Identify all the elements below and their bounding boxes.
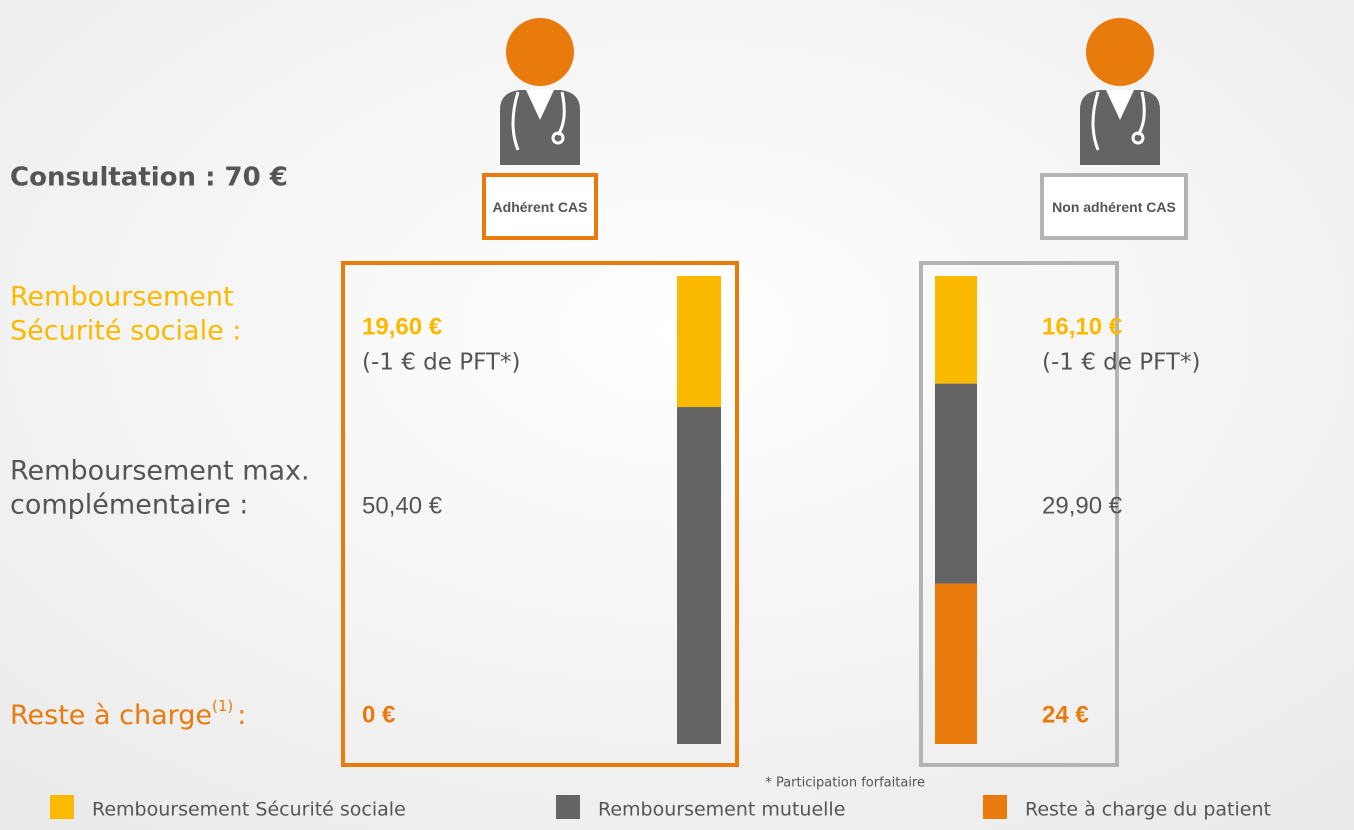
footnote: * Participation forfaitaire	[765, 776, 925, 791]
bar-segment	[677, 407, 721, 744]
row-label: Reste à charge(1):	[10, 697, 246, 731]
column-frame	[919, 261, 1119, 767]
category-box	[482, 173, 598, 240]
row-label: Sécurité sociale :	[10, 316, 241, 347]
legend-swatch	[556, 795, 580, 819]
category-label-wrap: Adhérent CAS	[492, 198, 588, 215]
bar-segment	[935, 276, 977, 384]
row-label: Remboursement max.	[10, 456, 310, 487]
column-frame	[341, 261, 739, 767]
legend-label: Reste à charge du patient	[1025, 799, 1271, 821]
legend-label: Remboursement mutuelle	[598, 799, 845, 821]
value-label: 19,60 €	[362, 313, 442, 340]
row-label: complémentaire :	[10, 490, 248, 521]
row-label-colon: :	[237, 700, 246, 731]
value-label: 29,90 €	[1042, 492, 1123, 519]
category-label: Adhérent CAS	[492, 198, 588, 215]
row-label-text: Reste à charge	[10, 700, 212, 731]
value-label: 50,40 €	[362, 492, 443, 519]
legend-swatch	[983, 795, 1007, 819]
note: (-1 € de PFT*)	[362, 350, 520, 376]
category-box	[1040, 173, 1188, 240]
row-label: Remboursement	[10, 282, 234, 313]
bar-segment	[935, 383, 977, 584]
legend-label: Remboursement Sécurité sociale	[92, 799, 406, 821]
legend-swatch	[50, 795, 74, 819]
bar-segment	[935, 583, 977, 744]
title: Consultation : 70 €	[10, 163, 288, 193]
note: (-1 € de PFT*)	[1042, 350, 1200, 376]
value-label: 24 €	[1042, 701, 1089, 728]
bar-segment	[677, 276, 721, 408]
category-label-wrap: Non adhérent CAS	[1052, 198, 1176, 215]
value-label: 16,10 €	[1042, 313, 1122, 340]
value-label: 0 €	[362, 701, 395, 728]
category-label: Non adhérent CAS	[1052, 198, 1176, 215]
row-label-sup: (1)	[212, 697, 233, 715]
